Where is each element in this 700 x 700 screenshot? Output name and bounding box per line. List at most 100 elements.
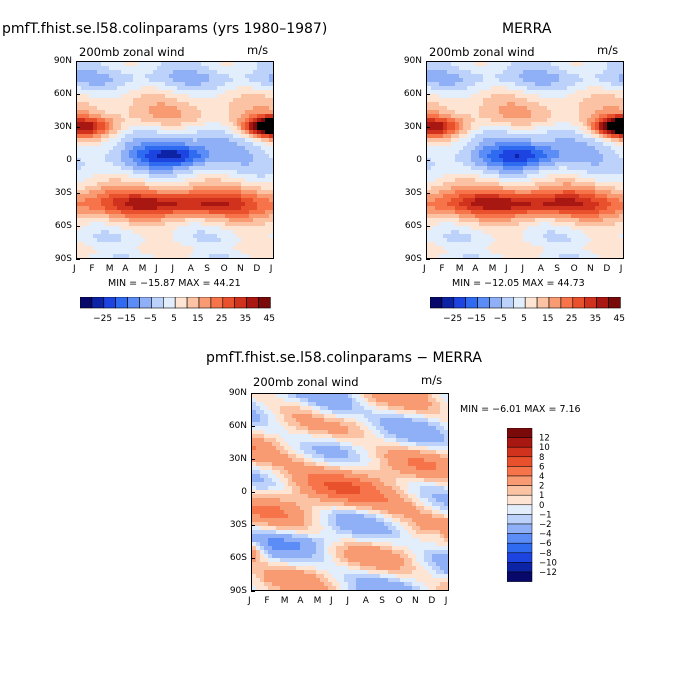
field-cell bbox=[615, 146, 620, 151]
field-cell bbox=[149, 154, 154, 159]
field-cell bbox=[447, 134, 452, 139]
field-cell bbox=[491, 230, 496, 235]
field-cell bbox=[209, 78, 214, 83]
field-cell bbox=[571, 130, 576, 135]
field-cell bbox=[229, 246, 234, 251]
field-cell bbox=[615, 118, 620, 123]
field-cell bbox=[213, 90, 218, 95]
field-cell bbox=[137, 74, 142, 79]
field-cell bbox=[559, 246, 564, 251]
field-cell bbox=[237, 214, 242, 219]
field-cell bbox=[491, 178, 496, 183]
field-cell bbox=[471, 242, 476, 247]
field-cell bbox=[439, 114, 444, 119]
field-cell bbox=[85, 210, 90, 215]
field-cell bbox=[451, 74, 456, 79]
field-cell bbox=[81, 94, 86, 99]
field-cell bbox=[93, 242, 98, 247]
field-cell bbox=[213, 202, 218, 207]
field-cell bbox=[153, 154, 158, 159]
field-cell bbox=[157, 194, 162, 199]
field-cell bbox=[515, 82, 520, 87]
field-cell bbox=[141, 190, 146, 195]
field-cell bbox=[121, 186, 126, 191]
field-cell bbox=[555, 210, 560, 215]
field-cell bbox=[435, 74, 440, 79]
field-cell bbox=[547, 242, 552, 247]
field-cell bbox=[141, 122, 146, 127]
field-cell bbox=[129, 110, 134, 115]
field-cell bbox=[265, 226, 270, 231]
field-cell bbox=[233, 74, 238, 79]
field-cell bbox=[539, 178, 544, 183]
field-cell bbox=[193, 110, 198, 115]
field-cell bbox=[619, 70, 623, 75]
field-cell bbox=[197, 86, 202, 91]
field-cell bbox=[487, 82, 492, 87]
field-cell bbox=[523, 146, 528, 151]
field-cell bbox=[603, 94, 608, 99]
field-cell bbox=[205, 226, 210, 231]
field-cell bbox=[511, 134, 516, 139]
field-cell bbox=[519, 226, 524, 231]
field-cell bbox=[475, 214, 480, 219]
field-cell bbox=[173, 222, 178, 227]
field-cell bbox=[209, 118, 214, 123]
field-cell bbox=[515, 90, 520, 95]
field-cell bbox=[467, 126, 472, 131]
field-cell bbox=[137, 226, 142, 231]
x-tick-label: J bbox=[73, 264, 76, 274]
field-cell bbox=[181, 110, 186, 115]
field-cell bbox=[197, 66, 202, 71]
field-cell bbox=[459, 102, 464, 107]
field-cell bbox=[575, 162, 580, 167]
field-cell bbox=[455, 254, 460, 258]
field-cell bbox=[189, 86, 194, 91]
field-cell bbox=[431, 158, 436, 163]
field-cell bbox=[463, 250, 468, 255]
field-cell bbox=[507, 178, 512, 183]
field-cell bbox=[495, 250, 500, 255]
field-cell bbox=[463, 182, 468, 187]
field-cell bbox=[527, 114, 532, 119]
field-cell bbox=[471, 134, 476, 139]
field-cell bbox=[579, 158, 584, 163]
field-cell bbox=[101, 82, 106, 87]
field-cell bbox=[543, 74, 548, 79]
field-cell bbox=[531, 126, 536, 131]
field-cell bbox=[249, 122, 254, 127]
field-cell bbox=[145, 242, 150, 247]
field-cell bbox=[97, 174, 102, 179]
field-cell bbox=[121, 162, 126, 167]
field-cell bbox=[503, 166, 508, 171]
field-cell bbox=[153, 70, 158, 75]
field-cell bbox=[491, 190, 496, 195]
field-cell bbox=[499, 226, 504, 231]
field-cell bbox=[225, 86, 230, 91]
field-cell bbox=[475, 174, 480, 179]
field-cell bbox=[523, 246, 528, 251]
field-cell bbox=[595, 130, 600, 135]
field-cell bbox=[583, 110, 588, 115]
field-cell bbox=[439, 178, 444, 183]
field-cell bbox=[507, 162, 512, 167]
field-cell bbox=[161, 118, 166, 123]
x-tick-label: A bbox=[472, 264, 479, 274]
field-cell bbox=[185, 62, 190, 67]
field-cell bbox=[197, 162, 202, 167]
field-cell bbox=[185, 66, 190, 71]
field-cell bbox=[431, 162, 436, 167]
x-tick-label: J bbox=[423, 264, 426, 274]
field-cell bbox=[117, 138, 122, 143]
field-cell bbox=[185, 110, 190, 115]
field-cell bbox=[213, 238, 218, 243]
field-cell bbox=[495, 202, 500, 207]
field-cell bbox=[269, 230, 273, 235]
field-cell bbox=[257, 166, 262, 171]
field-cell bbox=[229, 78, 234, 83]
field-cell bbox=[523, 126, 528, 131]
field-cell bbox=[587, 74, 592, 79]
field-cell bbox=[495, 142, 500, 147]
field-cell bbox=[189, 118, 194, 123]
field-cell bbox=[571, 138, 576, 143]
